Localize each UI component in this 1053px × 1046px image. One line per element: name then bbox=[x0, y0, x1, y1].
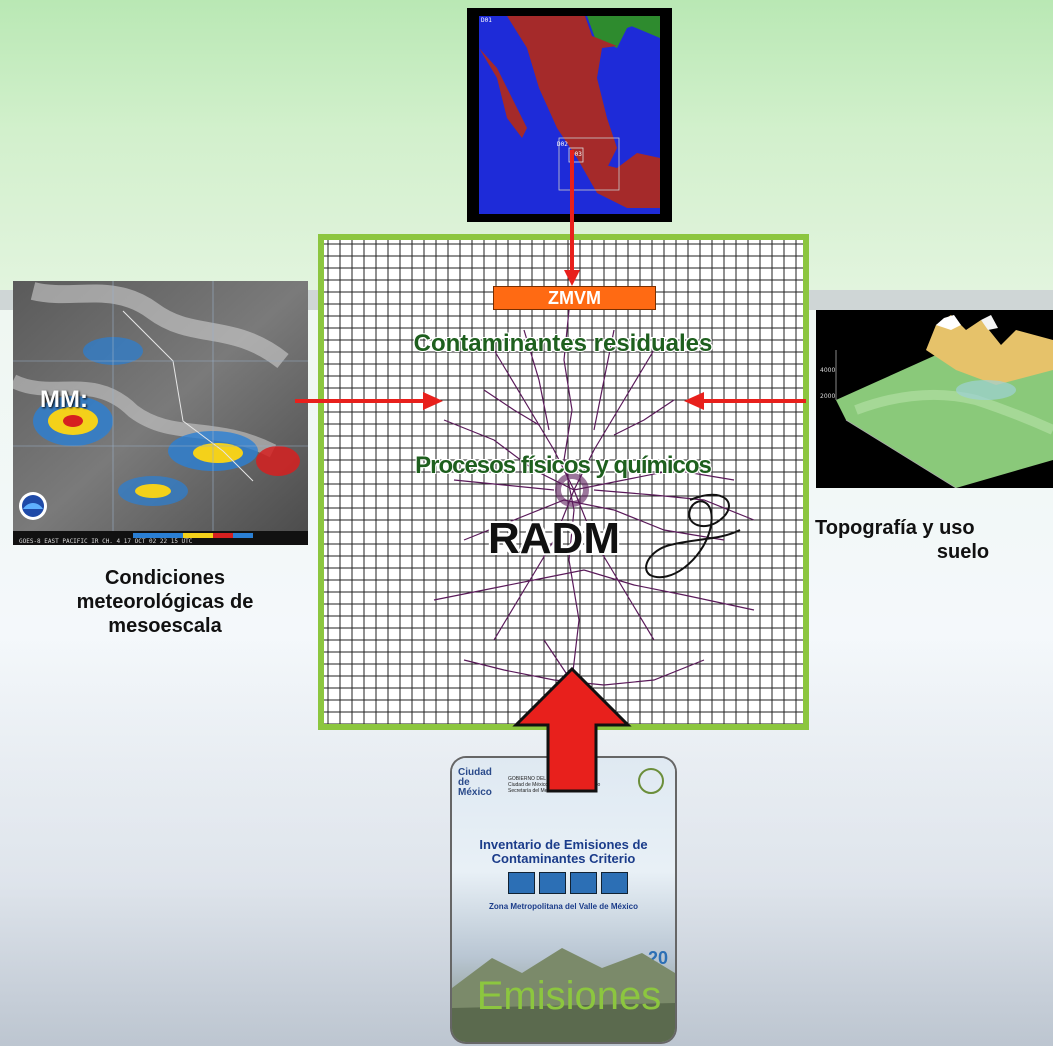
topography-image: 4000 2000 bbox=[816, 310, 1053, 488]
doc-header-line3: Secretaría del Medio Ambiente bbox=[508, 788, 577, 794]
emissions-inventory-cover: Ciudad de México GOBIERNO DEL DISTRITO F… bbox=[452, 758, 675, 1042]
car-icon bbox=[508, 872, 535, 894]
meteo-caption-line2: meteorológicas de bbox=[76, 591, 254, 613]
arrow-down-from-map bbox=[564, 150, 580, 286]
map-tag-d03: D03 bbox=[571, 151, 582, 158]
processes-text: Procesos físicos y químicos bbox=[415, 452, 712, 479]
doc-subtitle: Zona Metropolitana del Valle de México bbox=[489, 902, 638, 911]
domain-map-image: D01 D02 D03 bbox=[467, 8, 672, 222]
seal-icon bbox=[638, 768, 664, 794]
svg-text:2000: 2000 bbox=[820, 393, 835, 400]
arrow-up-from-emissions bbox=[512, 666, 632, 793]
mm-overlay-label: MM: bbox=[40, 386, 88, 413]
zmvm-box: ZMVM bbox=[493, 286, 656, 310]
meteo-caption-line3: mesoescala bbox=[108, 615, 222, 637]
mountains-photo bbox=[452, 948, 675, 1042]
arrow-right-from-meteo bbox=[295, 392, 443, 410]
emissions-label: Emisiones bbox=[476, 974, 662, 1018]
meteo-caption: Condiciones meteorológicas de mesoescala bbox=[20, 566, 310, 638]
map-tag-d02: D02 bbox=[557, 141, 568, 148]
cdmx-logo: Ciudad de México bbox=[458, 767, 492, 798]
doc-title: Inventario de Emisiones de Contaminantes… bbox=[479, 837, 648, 866]
svg-text:4000: 4000 bbox=[820, 367, 835, 374]
script-logo-icon bbox=[645, 493, 741, 579]
tree-icon bbox=[601, 872, 628, 894]
house-icon bbox=[539, 872, 566, 894]
radm-label: RADM bbox=[488, 514, 620, 563]
topo-caption: Topografía y uso suelo bbox=[813, 516, 1053, 564]
topo-caption-line2: suelo bbox=[936, 541, 990, 563]
residual-pollutants-text: Contaminantes residuales bbox=[413, 330, 713, 357]
doc-icons-row bbox=[508, 872, 628, 894]
satellite-image: GOES-8 EAST PACIFIC IR CH. 4 17 OCT 02 2… bbox=[13, 281, 308, 545]
bus-icon bbox=[570, 872, 597, 894]
map-tag-d01: D01 bbox=[481, 17, 492, 24]
meteo-caption-line1: Condiciones bbox=[104, 567, 225, 589]
topo-caption-line1: Topografía y uso bbox=[815, 517, 975, 539]
arrow-left-from-topo bbox=[684, 392, 806, 410]
satellite-footer: GOES-8 EAST PACIFIC IR CH. 4 17 OCT 02 2… bbox=[19, 538, 193, 545]
